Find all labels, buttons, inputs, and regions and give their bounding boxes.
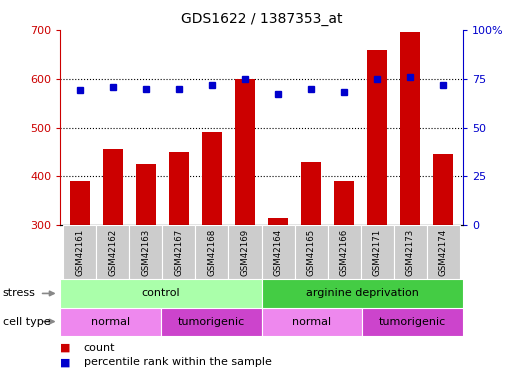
Bar xyxy=(96,225,130,279)
Bar xyxy=(163,225,196,279)
Bar xyxy=(427,225,460,279)
Bar xyxy=(202,132,222,225)
Text: GSM42169: GSM42169 xyxy=(241,229,249,276)
Bar xyxy=(196,225,229,279)
Bar xyxy=(63,225,96,279)
Bar xyxy=(136,164,156,225)
Text: GSM42171: GSM42171 xyxy=(372,228,382,276)
Text: normal: normal xyxy=(292,316,332,327)
Text: GSM42174: GSM42174 xyxy=(439,228,448,276)
Text: GSM42168: GSM42168 xyxy=(208,228,217,276)
Text: control: control xyxy=(142,288,180,298)
Text: GSM42162: GSM42162 xyxy=(108,228,118,276)
Bar xyxy=(262,225,294,279)
Text: GSM42173: GSM42173 xyxy=(405,228,415,276)
Text: GSM42163: GSM42163 xyxy=(141,228,151,276)
Bar xyxy=(130,225,163,279)
Text: GSM42165: GSM42165 xyxy=(306,228,315,276)
Bar xyxy=(433,154,453,225)
Bar xyxy=(334,181,354,225)
Bar xyxy=(161,308,262,336)
Text: ■: ■ xyxy=(60,357,71,368)
Bar xyxy=(70,181,90,225)
Bar xyxy=(229,225,262,279)
Bar xyxy=(301,162,321,225)
Text: normal: normal xyxy=(91,316,130,327)
Bar xyxy=(400,33,420,225)
Bar xyxy=(60,308,161,336)
Bar xyxy=(103,149,123,225)
Text: GSM42161: GSM42161 xyxy=(75,228,84,276)
Text: GSM42167: GSM42167 xyxy=(175,228,184,276)
Bar xyxy=(294,225,327,279)
Bar xyxy=(60,279,262,308)
Bar xyxy=(262,308,362,336)
Bar xyxy=(268,217,288,225)
Bar xyxy=(362,308,463,336)
Text: count: count xyxy=(84,343,115,353)
Bar xyxy=(393,225,427,279)
Text: GSM42164: GSM42164 xyxy=(274,228,282,276)
Bar xyxy=(235,79,255,225)
Text: tumorigenic: tumorigenic xyxy=(379,316,446,327)
Text: tumorigenic: tumorigenic xyxy=(177,316,245,327)
Text: cell type: cell type xyxy=(3,316,50,327)
Text: GSM42166: GSM42166 xyxy=(339,228,348,276)
Text: ■: ■ xyxy=(60,343,71,353)
Bar xyxy=(327,225,360,279)
Text: arginine deprivation: arginine deprivation xyxy=(306,288,418,298)
Bar xyxy=(360,225,393,279)
Text: percentile rank within the sample: percentile rank within the sample xyxy=(84,357,271,368)
Bar xyxy=(367,50,387,225)
Bar xyxy=(262,279,463,308)
Text: GDS1622 / 1387353_at: GDS1622 / 1387353_at xyxy=(181,12,342,26)
Text: stress: stress xyxy=(3,288,36,298)
Bar xyxy=(169,152,189,225)
